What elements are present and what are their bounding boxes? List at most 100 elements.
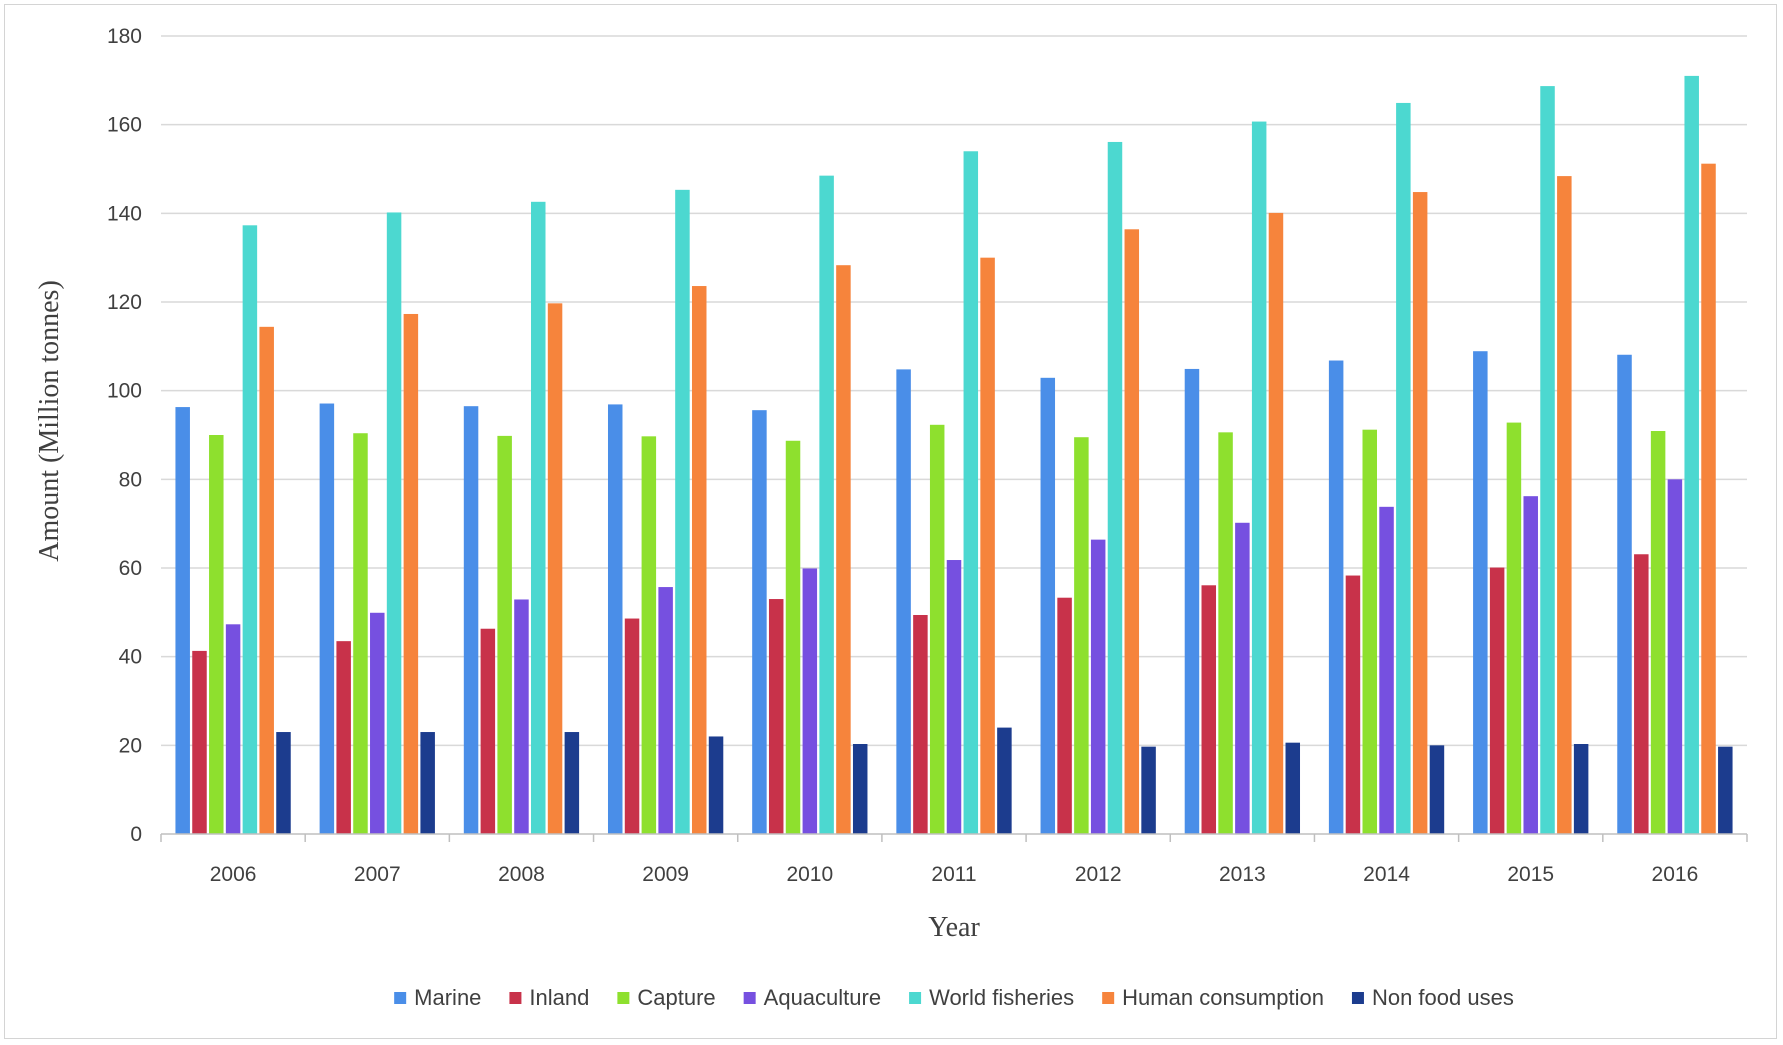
bar-marine-2012: [1040, 377, 1056, 834]
x-tick-label: 2015: [1507, 863, 1554, 886]
legend-item-world-fisheries: World fisheries: [909, 985, 1074, 1010]
legend-label: Marine: [414, 985, 481, 1010]
bar-human-consumption-2012: [1124, 229, 1140, 834]
bar-marine-2011: [896, 369, 911, 834]
y-tick-label: 40: [119, 646, 142, 669]
legend-label: Inland: [529, 985, 589, 1010]
bar-non-food-uses-2010: [852, 744, 868, 834]
bar-inland-2008: [480, 628, 496, 834]
bar-inland-2014: [1345, 575, 1361, 834]
bar-capture-2012: [1074, 437, 1089, 834]
legend-item-human-consumption: Human consumption: [1102, 985, 1324, 1010]
bar-inland-2013: [1201, 585, 1217, 834]
bar-aquaculture-2010: [802, 568, 818, 834]
x-tick-label: 2009: [642, 863, 689, 886]
legend-label: Capture: [637, 985, 715, 1010]
bar-marine-2007: [319, 403, 335, 834]
legend-swatch: [1102, 992, 1115, 1004]
bar-marine-2008: [463, 406, 479, 834]
bar-marine-2013: [1184, 368, 1200, 834]
bar-aquaculture-2008: [514, 599, 529, 834]
y-tick-label: 80: [119, 468, 142, 491]
legend-label: Aquaculture: [764, 985, 881, 1010]
bar-aquaculture-2013: [1235, 522, 1250, 834]
bar-capture-2008: [497, 435, 512, 834]
bar-world-fisheries-2013: [1251, 121, 1267, 834]
y-tick-label: 60: [119, 557, 142, 580]
bar-inland-2010: [768, 599, 784, 834]
bar-capture-2014: [1362, 429, 1377, 834]
x-tick-label: 2006: [210, 863, 257, 886]
bar-world-fisheries-2012: [1107, 141, 1123, 834]
bar-world-fisheries-2008: [531, 201, 546, 835]
bar-human-consumption-2010: [836, 265, 851, 834]
bar-inland-2016: [1634, 554, 1649, 834]
bar-non-food-uses-2014: [1429, 745, 1445, 834]
legend-swatch: [509, 992, 522, 1004]
x-tick-label: 2012: [1075, 863, 1122, 886]
y-tick-label: 160: [107, 114, 142, 137]
bar-human-consumption-2008: [547, 303, 563, 835]
bar-marine-2014: [1328, 360, 1344, 834]
bar-aquaculture-2007: [370, 612, 385, 834]
bar-non-food-uses-2006: [276, 732, 291, 834]
legend-swatch: [394, 992, 407, 1004]
y-axis-tick-labels: 0 20 40 60 80 100 120 140 160 180: [107, 25, 142, 846]
x-tick-label: 2013: [1219, 863, 1266, 886]
legend-swatch: [1351, 992, 1364, 1004]
bar-inland-2011: [913, 614, 928, 834]
bar-non-food-uses-2009: [708, 736, 724, 834]
bar-marine-2016: [1617, 354, 1632, 834]
x-tick-label: 2011: [931, 863, 976, 886]
bar-inland-2007: [336, 641, 351, 834]
bar-world-fisheries-2016: [1684, 75, 1699, 834]
bar-marine-2009: [607, 404, 623, 834]
y-tick-label: 180: [107, 25, 142, 48]
bar-non-food-uses-2008: [564, 732, 580, 834]
legend-label: Human consumption: [1122, 985, 1324, 1010]
bar-aquaculture-2011: [946, 560, 962, 834]
bar-world-fisheries-2011: [963, 151, 979, 834]
bar-aquaculture-2016: [1667, 479, 1683, 834]
bar-capture-2015: [1506, 422, 1522, 834]
bar-inland-2009: [624, 618, 640, 834]
bar-marine-2006: [175, 407, 190, 834]
bar-capture-2016: [1650, 431, 1666, 834]
bar-capture-2006: [209, 435, 224, 834]
bar-non-food-uses-2011: [997, 727, 1012, 834]
bar-human-consumption-2014: [1412, 192, 1428, 834]
bar-non-food-uses-2016: [1718, 746, 1733, 834]
legend: Marine Inland Capture Aquaculture World fish…: [394, 985, 1514, 1010]
bar-aquaculture-2012: [1090, 539, 1106, 834]
bar-aquaculture-2015: [1523, 496, 1538, 834]
x-axis-title: Year: [928, 912, 980, 943]
gridlines: [161, 35, 1747, 747]
bar-capture-2009: [641, 436, 657, 834]
bar-world-fisheries-2009: [675, 189, 690, 834]
y-axis-title: Amount (Million tonnes): [34, 280, 65, 562]
legend-swatch: [909, 992, 922, 1004]
bar-non-food-uses-2015: [1573, 744, 1589, 834]
bar-human-consumption-2007: [403, 313, 419, 835]
x-tick-label: 2010: [786, 863, 833, 886]
legend-swatch: [617, 992, 630, 1004]
x-tick-label: 2016: [1652, 863, 1699, 886]
bar-aquaculture-2014: [1379, 506, 1394, 834]
bar-human-consumption-2006: [259, 326, 274, 834]
legend-swatch: [743, 992, 756, 1004]
bar-human-consumption-2015: [1557, 176, 1572, 835]
bar-human-consumption-2011: [980, 257, 995, 834]
bar-aquaculture-2006: [225, 624, 241, 834]
bar-non-food-uses-2013: [1285, 742, 1301, 834]
bar-capture-2011: [929, 424, 945, 834]
legend-item-marine: Marine: [394, 985, 481, 1010]
x-tick-label: 2014: [1363, 863, 1410, 886]
bar-inland-2012: [1057, 597, 1072, 834]
bar-non-food-uses-2007: [420, 732, 435, 834]
x-axis-tick-labels: 2006 2007 2008 2009 2010 2011 2012 2013 2014 2015…: [210, 863, 1699, 886]
bar-world-fisheries-2010: [819, 175, 834, 834]
bar-inland-2015: [1489, 567, 1505, 834]
x-tick-label: 2008: [498, 863, 545, 886]
x-tick-label: 2007: [354, 863, 401, 886]
